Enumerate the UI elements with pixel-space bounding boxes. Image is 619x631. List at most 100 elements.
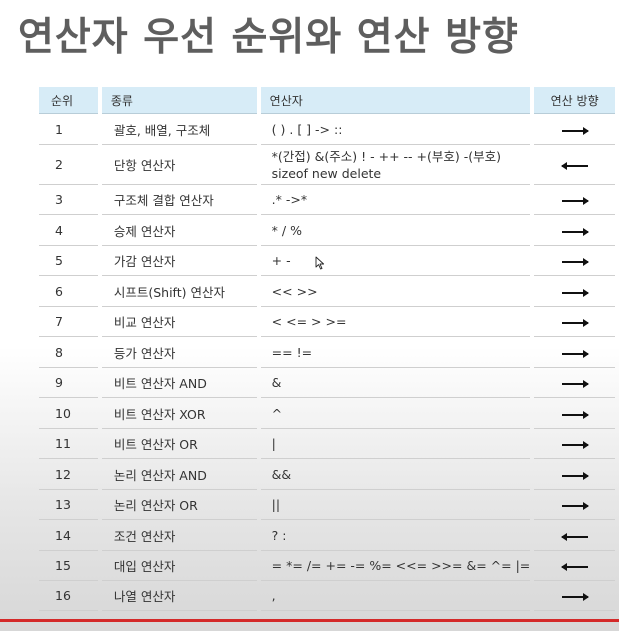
operators-cell: &&	[260, 459, 531, 490]
rank-cell: 10	[39, 398, 98, 429]
operators-cell: &	[260, 368, 531, 398]
table-row: 11 비트 연산자 OR |	[39, 429, 615, 459]
table-row: 4 승제 연산자 * / %	[39, 215, 615, 246]
kind-cell: 시프트(Shift) 연산자	[101, 276, 257, 307]
right-arrow-icon	[561, 318, 589, 327]
rank-cell: 3	[39, 185, 98, 215]
table-row: 6 시프트(Shift) 연산자 << >>	[39, 276, 615, 307]
kind-cell: 대입 연산자	[101, 551, 257, 581]
table-row: 8 등가 연산자 == !=	[39, 337, 615, 368]
direction-cell	[534, 520, 615, 551]
operators-cell: < <= > >=	[260, 307, 531, 337]
left-arrow-icon	[560, 562, 588, 571]
table-row: 15 대입 연산자 = *= /= += -= %= <<= >>= &= ^= |…	[39, 551, 615, 581]
table-row: 10 비트 연산자 XOR ^	[39, 398, 615, 429]
table-header-row: 순위 종류 연산자 연산 방향	[39, 87, 615, 114]
rank-cell: 8	[39, 337, 98, 368]
right-arrow-icon	[561, 288, 589, 297]
left-arrow-icon	[560, 161, 588, 170]
table-row: 9 비트 연산자 AND &	[39, 368, 615, 398]
rank-cell: 11	[39, 429, 98, 459]
left-arrow-icon	[560, 532, 588, 541]
direction-cell	[534, 368, 615, 398]
direction-cell	[534, 459, 615, 490]
kind-cell: 구조체 결합 연산자	[101, 185, 257, 215]
rank-cell: 15	[39, 551, 98, 581]
kind-cell: 논리 연산자 AND	[101, 459, 257, 490]
direction-cell	[534, 551, 615, 581]
kind-cell: 등가 연산자	[101, 337, 257, 368]
operators-cell: |	[260, 429, 531, 459]
operators-cell: ? :	[260, 520, 531, 551]
direction-cell	[534, 581, 615, 611]
direction-cell	[534, 490, 615, 520]
table-row: 1 괄호, 배열, 구조체( ) . [ ] -> ::	[39, 114, 615, 145]
right-arrow-icon	[561, 257, 589, 266]
right-arrow-icon	[561, 126, 589, 135]
header-kind: 종류	[101, 87, 257, 114]
operators-cell: * / %	[260, 215, 531, 246]
direction-cell	[534, 185, 615, 215]
mouse-pointer-icon	[315, 256, 325, 270]
direction-cell	[534, 145, 615, 185]
operators-cell: ( ) . [ ] -> ::	[260, 114, 531, 145]
kind-cell: 비트 연산자 OR	[101, 429, 257, 459]
operators-cell: ^	[260, 398, 531, 429]
bottom-red-line	[0, 619, 619, 622]
right-arrow-icon	[561, 501, 589, 510]
right-arrow-icon	[561, 379, 589, 388]
kind-cell: 조건 연산자	[101, 520, 257, 551]
kind-cell: 비교 연산자	[101, 307, 257, 337]
direction-cell	[534, 429, 615, 459]
rank-cell: 2	[39, 145, 98, 185]
kind-cell: 비트 연산자 AND	[101, 368, 257, 398]
direction-cell	[534, 114, 615, 145]
table-row: 7 비교 연산자 < <= > >=	[39, 307, 615, 337]
operators-cell: == !=	[260, 337, 531, 368]
right-arrow-icon	[561, 440, 589, 449]
direction-cell	[534, 307, 615, 337]
operators-cell: ||	[260, 490, 531, 520]
right-arrow-icon	[561, 410, 589, 419]
kind-cell: 단항 연산자	[101, 145, 257, 185]
operators-cell: *(간접) &(주소) ! - ++ -- +(부호) -(부호) sizeof…	[260, 145, 531, 185]
direction-cell	[534, 276, 615, 307]
kind-cell: 나열 연산자	[101, 581, 257, 611]
table-row: 16 나열 연산자,	[39, 581, 615, 611]
rank-cell: 9	[39, 368, 98, 398]
header-operators: 연산자	[260, 87, 531, 114]
rank-cell: 5	[39, 246, 98, 276]
kind-cell: 승제 연산자	[101, 215, 257, 246]
operators-cell: .* ->*	[260, 185, 531, 215]
table-row: 5 가감 연산자 + -	[39, 246, 615, 276]
rank-cell: 13	[39, 490, 98, 520]
table-row: 3 구조체 결합 연산자 .* ->*	[39, 185, 615, 215]
rank-cell: 14	[39, 520, 98, 551]
right-arrow-icon	[561, 227, 589, 236]
operator-precedence-table: 순위 종류 연산자 연산 방향 1 괄호, 배열, 구조체( ) . [ ] ->…	[35, 87, 619, 611]
operators-cell: << >>	[260, 276, 531, 307]
rank-cell: 4	[39, 215, 98, 246]
header-direction: 연산 방향	[534, 87, 615, 114]
slide-title: 연산자 우선 순위와 연산 방향	[18, 15, 519, 60]
kind-cell: 가감 연산자	[101, 246, 257, 276]
operators-cell: + -	[260, 246, 531, 276]
table-body: 1 괄호, 배열, 구조체( ) . [ ] -> :: 2 단항 연산자 *(간접) …	[39, 114, 615, 611]
right-arrow-icon	[561, 349, 589, 358]
kind-cell: 논리 연산자 OR	[101, 490, 257, 520]
operators-cell: = *= /= += -= %= <<= >>= &= ^= |=	[260, 551, 531, 581]
direction-cell	[534, 398, 615, 429]
rank-cell: 6	[39, 276, 98, 307]
table-row: 2 단항 연산자 *(간접) &(주소) ! - ++ -- +(부호) -(부호)…	[39, 145, 615, 185]
direction-cell	[534, 246, 615, 276]
direction-cell	[534, 337, 615, 368]
right-arrow-icon	[561, 592, 589, 601]
kind-cell: 괄호, 배열, 구조체	[101, 114, 257, 145]
rank-cell: 12	[39, 459, 98, 490]
operators-cell: ,	[260, 581, 531, 611]
direction-cell	[534, 215, 615, 246]
header-rank: 순위	[39, 87, 98, 114]
table-row: 14 조건 연산자? :	[39, 520, 615, 551]
rank-cell: 16	[39, 581, 98, 611]
kind-cell: 비트 연산자 XOR	[101, 398, 257, 429]
